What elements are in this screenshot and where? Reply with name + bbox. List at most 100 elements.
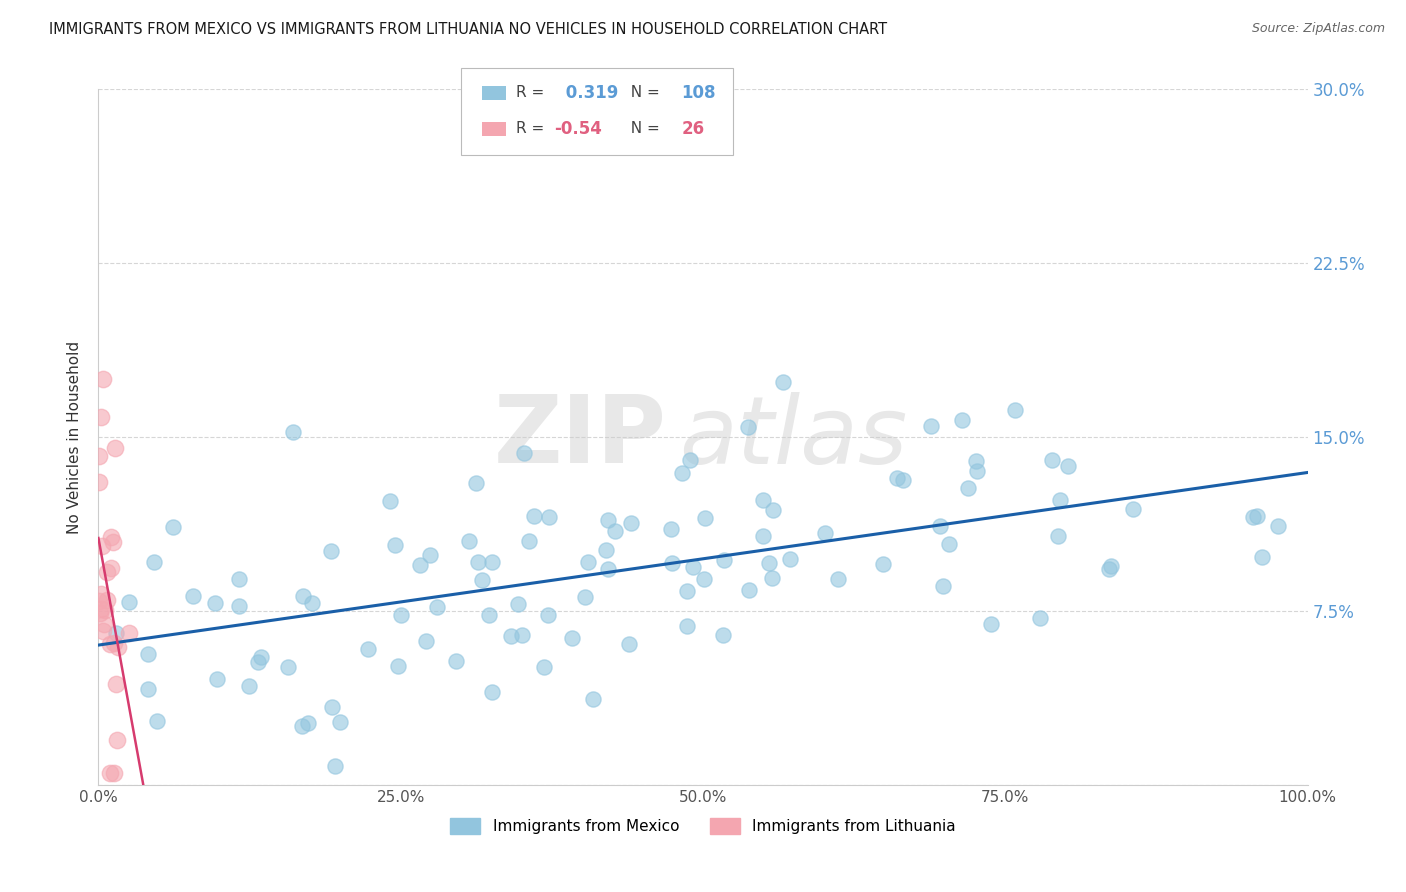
Point: [228, 572, 250, 586]
Point: [143, 556, 166, 570]
Y-axis label: No Vehicles in Household: No Vehicles in Household: [67, 341, 83, 533]
Point: [291, 718, 314, 732]
Text: 0.319: 0.319: [561, 84, 619, 102]
Point: [467, 555, 489, 569]
Point: [409, 558, 432, 572]
Point: [762, 503, 785, 517]
Point: [1251, 550, 1274, 565]
Point: [1246, 509, 1268, 524]
Point: [576, 555, 599, 569]
Point: [205, 672, 228, 686]
Point: [891, 473, 914, 487]
Point: [1098, 562, 1121, 576]
Point: [104, 625, 127, 640]
Point: [98, 637, 121, 651]
Point: [523, 509, 546, 524]
Point: [387, 659, 409, 673]
Point: [751, 529, 773, 543]
Point: [89, 594, 111, 608]
Point: [478, 608, 501, 623]
Text: 108: 108: [682, 84, 716, 102]
Point: [104, 441, 127, 455]
Point: [471, 573, 494, 587]
FancyBboxPatch shape: [461, 69, 734, 155]
Point: [772, 376, 794, 390]
Text: IMMIGRANTS FROM MEXICO VS IMMIGRANTS FROM LITHUANIA NO VEHICLES IN HOUSEHOLD COR: IMMIGRANTS FROM MEXICO VS IMMIGRANTS FRO…: [49, 22, 887, 37]
Point: [204, 596, 226, 610]
Point: [517, 534, 540, 549]
Point: [779, 552, 801, 566]
Point: [761, 571, 783, 585]
Point: [89, 475, 111, 489]
Point: [980, 617, 1002, 632]
Point: [146, 714, 169, 729]
Point: [886, 471, 908, 485]
Point: [93, 603, 115, 617]
Point: [713, 553, 735, 567]
Point: [105, 677, 128, 691]
Point: [446, 654, 468, 668]
Point: [457, 534, 479, 549]
Point: [693, 572, 716, 586]
Text: N =: N =: [621, 121, 665, 136]
Point: [1267, 518, 1289, 533]
Point: [952, 413, 974, 427]
Point: [920, 419, 942, 434]
Point: [426, 599, 449, 614]
Point: [574, 590, 596, 604]
Point: [100, 531, 122, 545]
Point: [90, 539, 112, 553]
Point: [711, 628, 734, 642]
Point: [96, 593, 118, 607]
Point: [965, 453, 987, 467]
Point: [162, 519, 184, 533]
Text: R =: R =: [516, 85, 548, 100]
Point: [661, 556, 683, 570]
Point: [561, 632, 583, 646]
Point: [91, 372, 114, 386]
Point: [384, 538, 406, 552]
Point: [513, 445, 536, 459]
FancyBboxPatch shape: [482, 122, 506, 136]
Point: [938, 536, 960, 550]
Point: [297, 716, 319, 731]
Point: [1099, 559, 1122, 574]
Point: [90, 587, 112, 601]
Point: [321, 699, 343, 714]
Point: [301, 596, 323, 610]
Point: [738, 582, 761, 597]
Point: [872, 557, 894, 571]
Point: [693, 511, 716, 525]
Point: [1040, 452, 1063, 467]
Point: [329, 715, 352, 730]
Point: [512, 628, 534, 642]
Text: N =: N =: [621, 85, 665, 100]
Point: [682, 560, 704, 574]
Point: [814, 525, 837, 540]
Legend: Immigrants from Mexico, Immigrants from Lithuania: Immigrants from Mexico, Immigrants from …: [444, 812, 962, 840]
FancyBboxPatch shape: [482, 86, 506, 100]
Point: [737, 420, 759, 434]
Point: [1028, 611, 1050, 625]
Point: [533, 660, 555, 674]
Point: [105, 732, 128, 747]
Point: [118, 595, 141, 609]
Point: [228, 599, 250, 613]
Point: [98, 766, 121, 780]
Point: [675, 583, 697, 598]
Point: [87, 449, 110, 463]
Point: [465, 475, 488, 490]
Point: [537, 607, 560, 622]
Point: [929, 519, 952, 533]
Point: [506, 597, 529, 611]
Point: [596, 513, 619, 527]
Point: [100, 560, 122, 574]
Point: [103, 636, 125, 650]
Text: atlas: atlas: [679, 392, 907, 483]
Text: R =: R =: [516, 121, 548, 136]
Point: [90, 409, 112, 424]
Point: [752, 492, 775, 507]
Point: [89, 606, 111, 620]
Point: [136, 647, 159, 661]
Point: [595, 543, 617, 558]
